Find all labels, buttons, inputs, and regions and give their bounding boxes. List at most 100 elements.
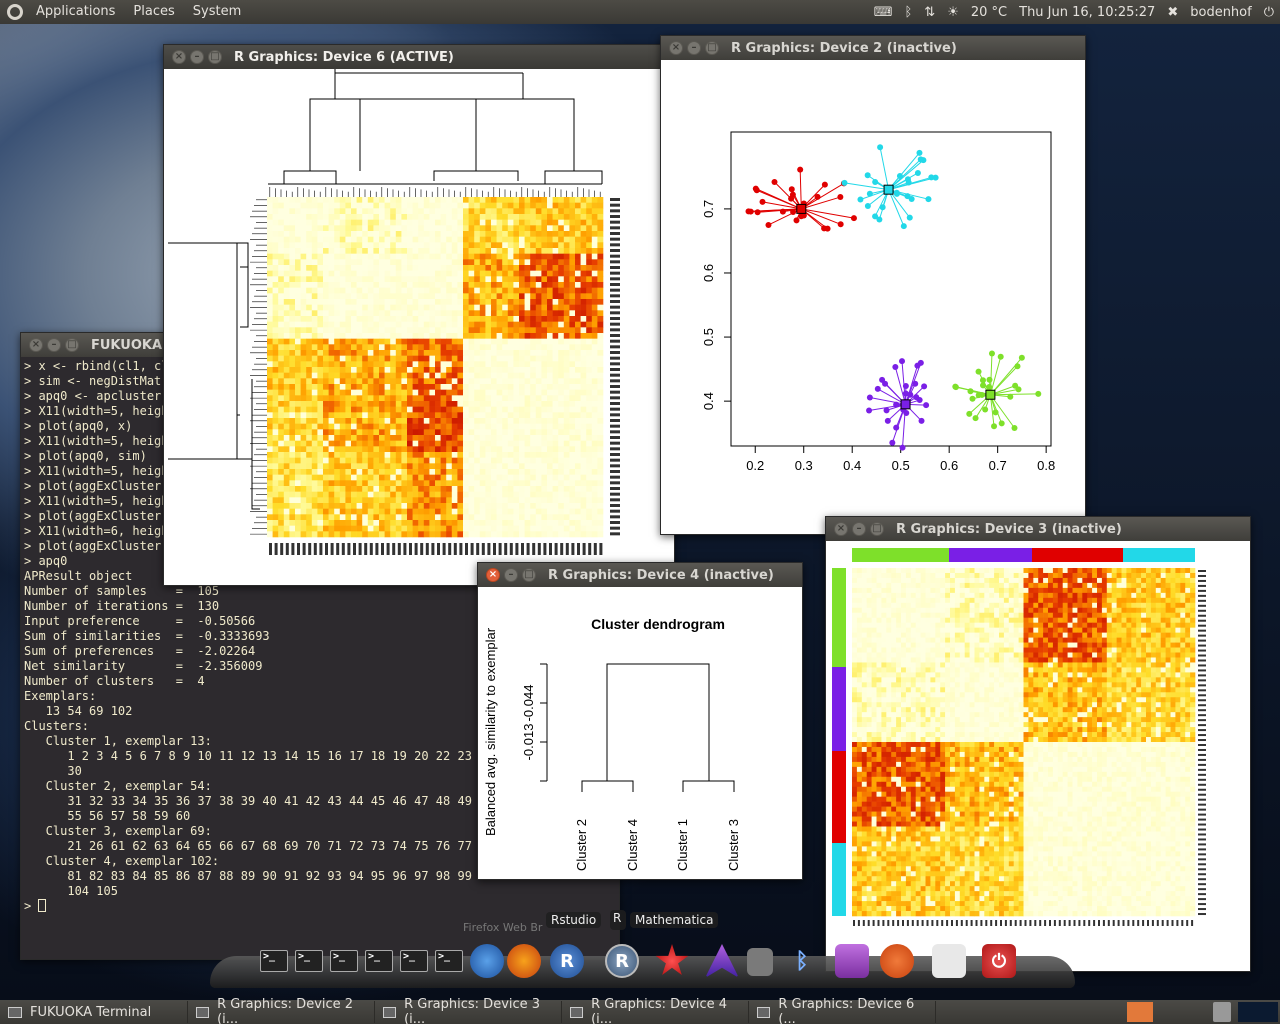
heatmap-cell <box>418 463 425 470</box>
heatmap-cell <box>558 361 565 368</box>
heatmap-cell <box>586 497 593 504</box>
weather-icon[interactable]: ☀ <box>947 4 959 20</box>
device6-window[interactable]: × – □ R Graphics: Device 6 (ACTIVE) <box>163 44 675 586</box>
menu-system[interactable]: System <box>192 4 242 19</box>
heatmap-cell <box>901 577 907 584</box>
heatmap-cell <box>535 350 542 356</box>
heatmap-cell <box>311 457 318 464</box>
heatmap-cell <box>945 627 951 633</box>
heatmap-cell <box>591 486 598 492</box>
close-icon[interactable]: × <box>834 522 848 536</box>
clock[interactable]: Thu Jun 16, 10:25:27 <box>1019 4 1156 20</box>
device2-titlebar[interactable]: × – □ R Graphics: Device 2 (inactive) <box>661 36 1085 60</box>
heatmap-cell <box>289 372 296 379</box>
heatmap-cell <box>535 423 542 430</box>
heatmap-cell <box>367 333 374 339</box>
heatmap-cell <box>569 395 576 402</box>
ubuntu-logo-icon[interactable] <box>7 4 23 20</box>
heatmap-cell <box>339 236 346 243</box>
heatmap-cell <box>362 435 369 441</box>
heatmap-cell <box>283 276 290 283</box>
heatmap-cell <box>401 440 408 447</box>
heatmap-cell <box>558 480 565 487</box>
heatmap-cell <box>373 344 380 351</box>
minimize-icon[interactable]: – <box>47 338 61 352</box>
heatmap-cell <box>423 406 430 413</box>
power-icon[interactable]: ⏻ <box>1263 4 1274 20</box>
data-point <box>900 223 907 230</box>
col-label-mark <box>397 543 401 555</box>
close-icon[interactable]: × <box>172 50 186 64</box>
heatmap-cell <box>412 316 419 322</box>
maximize-icon[interactable]: □ <box>705 41 719 55</box>
minimize-icon[interactable]: – <box>687 41 701 55</box>
heatmap-cell <box>547 242 553 249</box>
heatmap-cell <box>496 214 503 220</box>
heatmap-cell <box>407 355 413 362</box>
heatmap-cell <box>440 265 447 271</box>
heatmap-cell <box>317 395 324 402</box>
maximize-icon[interactable]: □ <box>65 338 79 352</box>
heatmap-cell <box>1028 592 1034 599</box>
heatmap-cell <box>1121 632 1127 638</box>
heatmap-cell <box>429 497 436 504</box>
row-label-mark <box>610 237 620 241</box>
heatmap-cell <box>384 304 391 311</box>
heatmap-cell <box>552 327 559 334</box>
heatmap-cell <box>457 276 464 283</box>
heatmap-cell <box>435 270 441 277</box>
maximize-icon[interactable]: □ <box>208 50 222 64</box>
minimize-icon[interactable]: – <box>190 50 204 64</box>
heatmap-cell <box>418 225 425 232</box>
heatmap-cell <box>502 440 509 447</box>
heatmap-cell <box>541 259 548 266</box>
device3-window[interactable]: × – □ R Graphics: Device 3 (inactive) <box>825 516 1251 972</box>
heatmap-cell <box>507 236 514 243</box>
close-icon[interactable]: × <box>29 338 43 352</box>
menu-places[interactable]: Places <box>133 4 175 19</box>
heatmap-cell <box>283 389 290 396</box>
heatmap-cell <box>373 520 380 526</box>
heatmap-cell <box>384 265 391 271</box>
heatmap-cell <box>591 463 598 470</box>
heatmap-cell <box>1048 597 1054 604</box>
heatmap-cell <box>1087 627 1093 633</box>
weather-temp[interactable]: 20 °C <box>970 4 1008 20</box>
heatmap-cell <box>306 304 313 311</box>
device3-titlebar[interactable]: × – □ R Graphics: Device 3 (inactive) <box>826 517 1250 541</box>
heatmap-cell <box>1048 607 1054 614</box>
heatmap-cell <box>915 632 921 638</box>
maximize-icon[interactable]: □ <box>870 522 884 536</box>
heatmap-cell <box>423 503 430 509</box>
heatmap-cell <box>569 287 576 294</box>
heatmap-cell <box>418 469 425 475</box>
heatmap-cell <box>979 632 985 638</box>
data-point <box>876 216 883 223</box>
close-icon[interactable]: × <box>669 41 683 55</box>
heatmap-cell <box>395 208 402 215</box>
heatmap-cell <box>530 214 537 220</box>
device2-window[interactable]: × – □ R Graphics: Device 2 (inactive) 0.… <box>660 35 1086 535</box>
minimize-icon[interactable]: – <box>852 522 866 536</box>
heatmap-cell <box>407 321 413 328</box>
heatmap-cell <box>1131 617 1137 623</box>
heatmap-cell <box>507 293 514 300</box>
menu-applications[interactable]: Applications <box>36 4 116 19</box>
heatmap-cell <box>535 287 542 294</box>
keyboard-icon[interactable]: ⌨ <box>873 4 893 20</box>
heatmap-cell <box>886 612 892 619</box>
user-icon[interactable]: ✖ <box>1167 4 1179 20</box>
bluetooth-icon[interactable]: ᛒ <box>904 4 913 20</box>
user-name[interactable]: bodenhof <box>1190 4 1252 20</box>
heatmap-cell <box>597 310 604 317</box>
heatmap-cell <box>563 231 570 237</box>
heatmap-cell <box>989 582 995 589</box>
device6-titlebar[interactable]: × – □ R Graphics: Device 6 (ACTIVE) <box>164 45 674 69</box>
data-point <box>997 353 1004 360</box>
heatmap-cell <box>306 259 313 266</box>
network-icon[interactable]: ⇅ <box>924 4 936 20</box>
heatmap-cell <box>373 282 380 288</box>
heatmap-cell <box>451 259 458 266</box>
heatmap-cell <box>300 304 307 311</box>
heatmap-cell <box>945 592 951 599</box>
